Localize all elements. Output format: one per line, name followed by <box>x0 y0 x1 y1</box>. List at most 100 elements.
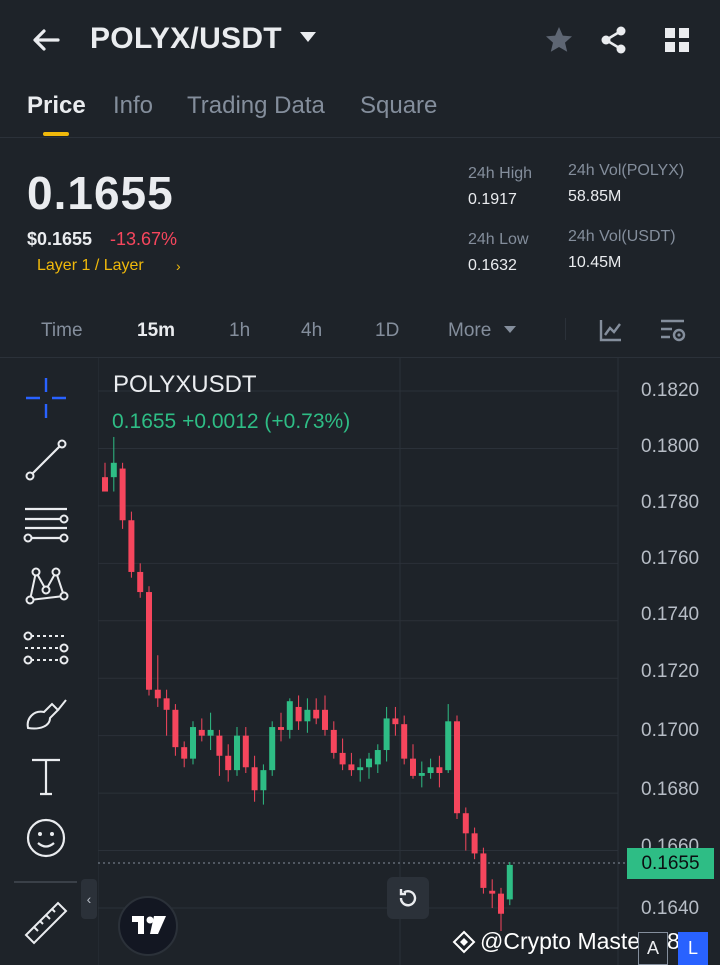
candle-body <box>313 709 320 719</box>
candle-body <box>427 767 434 774</box>
more-caret-icon[interactable] <box>504 326 516 333</box>
candle-body <box>498 893 504 914</box>
candle-body <box>242 735 249 768</box>
interval-bar: Time 15m 1h 4h 1D More <box>0 300 720 358</box>
candle-body <box>357 767 364 771</box>
category-tag[interactable]: Layer 1 / Layer <box>37 257 144 274</box>
candle-body <box>418 773 425 776</box>
candle-body <box>251 767 258 791</box>
candle-body <box>392 718 399 725</box>
collapse-toolbar-button[interactable]: ‹ <box>81 879 97 919</box>
candle-body <box>374 750 381 765</box>
watermark-logo-icon <box>452 930 476 954</box>
tab-info[interactable]: Info <box>113 92 154 119</box>
candle-body <box>436 767 443 774</box>
tradingview-logo[interactable] <box>118 896 178 956</box>
interval-4h[interactable]: 4h <box>301 320 323 341</box>
tab-square[interactable]: Square <box>360 92 438 119</box>
candle-body <box>454 721 460 814</box>
y-axis-label: 0.1680 <box>641 779 700 800</box>
usd-price: $0.1655 <box>27 229 93 249</box>
chevron-right-icon[interactable]: › <box>176 258 181 274</box>
chart-settings-icon[interactable] <box>658 316 688 344</box>
star-icon[interactable] <box>543 24 575 56</box>
candle-body <box>119 468 126 521</box>
candle-body <box>480 853 487 888</box>
last-price-badge: 0.1655 <box>627 848 714 879</box>
caret-down-icon[interactable] <box>300 32 316 42</box>
reset-chart-button[interactable] <box>387 877 429 919</box>
indicator-icon[interactable] <box>597 316 625 344</box>
brush-icon[interactable] <box>22 690 70 738</box>
last-price: 0.1655 <box>27 167 174 219</box>
y-axis-label: 0.1700 <box>641 720 700 741</box>
high-value: 0.1917 <box>468 191 517 208</box>
candle-body <box>269 727 276 771</box>
grid-icon[interactable] <box>661 24 693 56</box>
text-icon[interactable] <box>22 752 70 800</box>
y-axis-label: 0.1720 <box>641 661 700 682</box>
vol-quote-label: 24h Vol(USDT) <box>568 228 676 245</box>
candle-body <box>137 571 144 593</box>
y-axis-label: 0.1820 <box>641 380 700 401</box>
main-tabs: Price Info Trading Data Square <box>0 82 720 138</box>
y-axis-label: 0.1780 <box>641 492 700 513</box>
low-value: 0.1632 <box>468 257 517 274</box>
candle-body <box>163 698 170 710</box>
candle-body <box>146 592 152 690</box>
pair-title[interactable]: POLYX/USDT <box>90 22 282 55</box>
y-axis-label: 0.1760 <box>641 548 700 569</box>
candle-body <box>339 752 346 765</box>
candle-body <box>304 709 311 722</box>
candle-body <box>181 747 188 759</box>
active-tab-indicator <box>43 132 69 136</box>
candle-body <box>330 729 337 753</box>
ruler-icon[interactable] <box>22 899 70 947</box>
crosshair-icon[interactable] <box>22 374 70 422</box>
candle-body <box>207 729 214 736</box>
candle-body <box>366 758 372 768</box>
candle-body <box>489 890 496 894</box>
y-axis-label: 0.1800 <box>641 436 700 457</box>
candle-body <box>102 477 108 492</box>
interval-time[interactable]: Time <box>41 320 83 341</box>
interval-more[interactable]: More <box>448 320 492 341</box>
vol-base-label: 24h Vol(POLYX) <box>568 162 685 179</box>
candle-body <box>172 709 179 748</box>
candle-body <box>260 770 267 791</box>
candle-body <box>198 729 205 736</box>
interval-15m[interactable]: 15m <box>137 320 176 341</box>
candlestick-chart[interactable] <box>98 358 720 965</box>
horizontal-lines-icon[interactable] <box>22 499 70 547</box>
interval-divider <box>565 318 566 340</box>
share-icon[interactable] <box>598 24 630 56</box>
log-scale-button[interactable]: L <box>678 932 708 965</box>
low-label: 24h Low <box>468 231 529 248</box>
candle-body <box>383 718 390 751</box>
fib-icon[interactable] <box>22 626 70 674</box>
candle-body <box>286 701 293 730</box>
candle-body <box>410 758 416 776</box>
tab-price[interactable]: Price <box>27 92 86 119</box>
trend-line-icon[interactable] <box>22 436 70 484</box>
emoji-icon[interactable] <box>22 814 70 862</box>
candle-body <box>506 864 513 900</box>
back-arrow-icon[interactable] <box>28 22 64 58</box>
candle-body <box>445 721 452 771</box>
high-label: 24h High <box>468 165 533 182</box>
candle-body <box>348 764 355 771</box>
pattern-icon[interactable] <box>22 562 70 610</box>
chart-symbol: POLYXUSDT <box>113 371 257 398</box>
interval-1d[interactable]: 1D <box>375 320 400 341</box>
top-bar: POLYX/USDT <box>0 0 720 82</box>
interval-1h[interactable]: 1h <box>229 320 251 341</box>
candle-body <box>295 706 302 722</box>
candle-body <box>234 735 240 771</box>
candle-body <box>471 833 478 854</box>
candle-body <box>216 735 223 756</box>
auto-scale-button[interactable]: A <box>638 932 668 965</box>
candle-body <box>154 689 161 699</box>
tab-trading-data[interactable]: Trading Data <box>187 92 325 119</box>
vol-quote-value: 10.45M <box>568 254 622 271</box>
y-axis-label: 0.1640 <box>641 898 700 919</box>
